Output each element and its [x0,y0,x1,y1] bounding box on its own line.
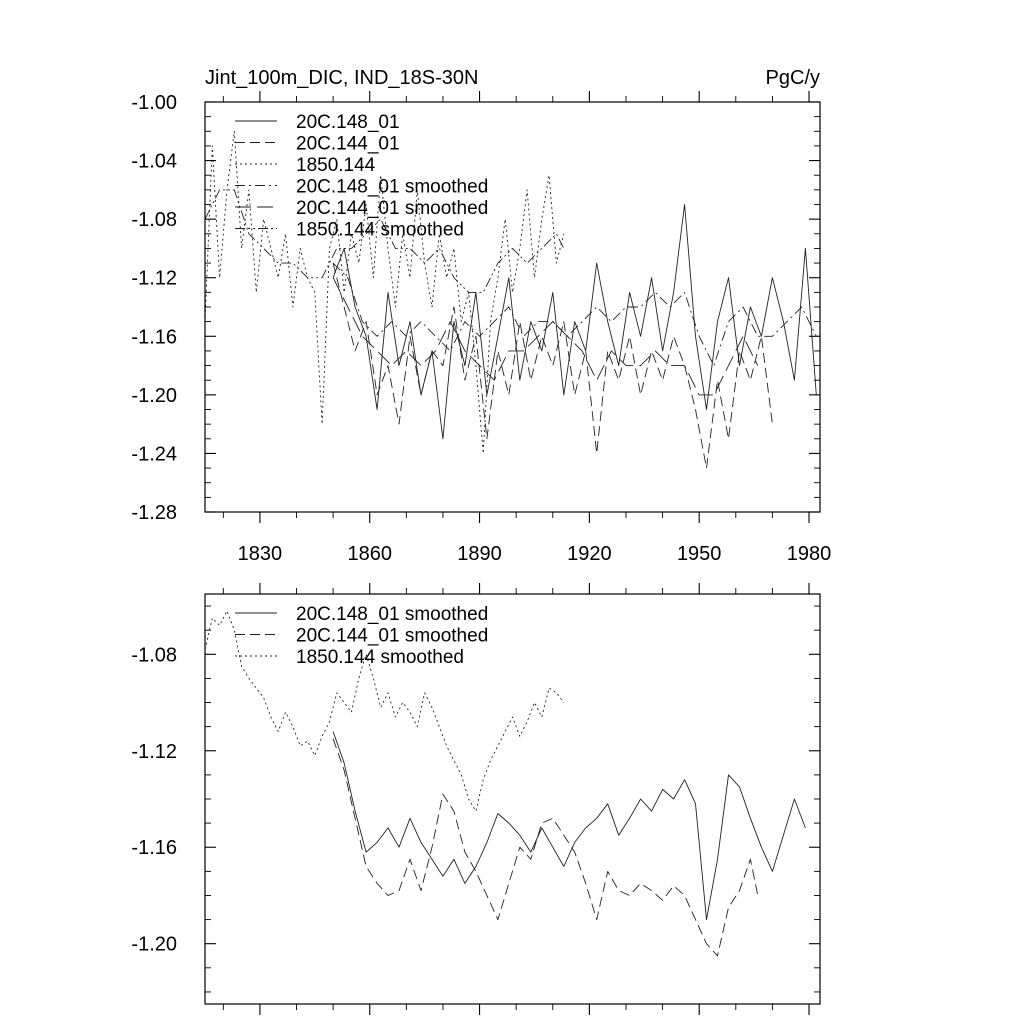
top-x-tick-label: 1860 [347,543,392,565]
bottom-series-line-0 [332,731,806,921]
top-chart-title: Jint_100m_DIC, IND_18S-30N [205,67,478,89]
top-x-tick-label: 1980 [787,543,832,565]
top-y-tick-label: -1.08 [131,209,177,231]
bottom-legend-label-2: 1850.144 smoothed [296,647,464,668]
top-legend-label-3: 20C.148_01 smoothed [296,177,488,198]
top-legend-label-4: 20C.144_01 smoothed [296,198,488,219]
top-y-tick-label: -1.12 [131,268,177,290]
top-y-tick-label: -1.20 [131,385,177,407]
bottom-plot-frame [204,593,821,1005]
bottom-panel: -1.08 -1.12 -1.16 -1.20 20C.148_01 smoothed… [131,583,821,1015]
bottom-y-tick-label: -1.16 [131,837,177,859]
top-series-line-5 [204,189,565,293]
top-legend-label-0: 20C.148_01 [296,112,400,133]
top-chart-units: PgC/y [766,67,820,89]
top-y-tick-label: -1.04 [131,151,177,173]
top-series-line-4 [332,277,759,396]
bottom-series-line-1 [332,738,759,957]
top-x-tick-label: 1830 [238,543,283,565]
top-y-tick-label: -1.28 [131,502,177,524]
top-y-tick-label: -1.00 [131,92,177,114]
top-legend-label-2: 1850.144 [296,155,376,176]
top-y-tick-label: -1.24 [131,443,177,465]
bottom-y-tick-label: -1.12 [131,741,177,763]
top-y-tick-label: -1.16 [131,326,177,348]
top-x-tick-label: 1950 [677,543,722,565]
bottom-legend-label-1: 20C.144_01 smoothed [296,626,488,647]
top-x-tick-label: 1890 [457,543,502,565]
top-legend-label-1: 20C.144_01 [296,134,400,155]
top-plot-frame [204,101,821,513]
top-panel: Jint_100m_DIC, IND_18S-30N PgC/y -1.00 -1… [131,67,831,565]
top-series-line-1 [332,262,773,469]
top-series-line-3 [332,262,817,367]
bottom-legend-label-0: 20C.148_01 smoothed [296,604,488,625]
bottom-y-tick-label: -1.08 [131,644,177,666]
top-legend-label-5: 1850.144 smoothed [296,220,464,241]
bottom-y-tick-label: -1.20 [131,934,177,956]
top-series-line-0 [332,204,817,440]
top-x-tick-label: 1920 [567,543,612,565]
